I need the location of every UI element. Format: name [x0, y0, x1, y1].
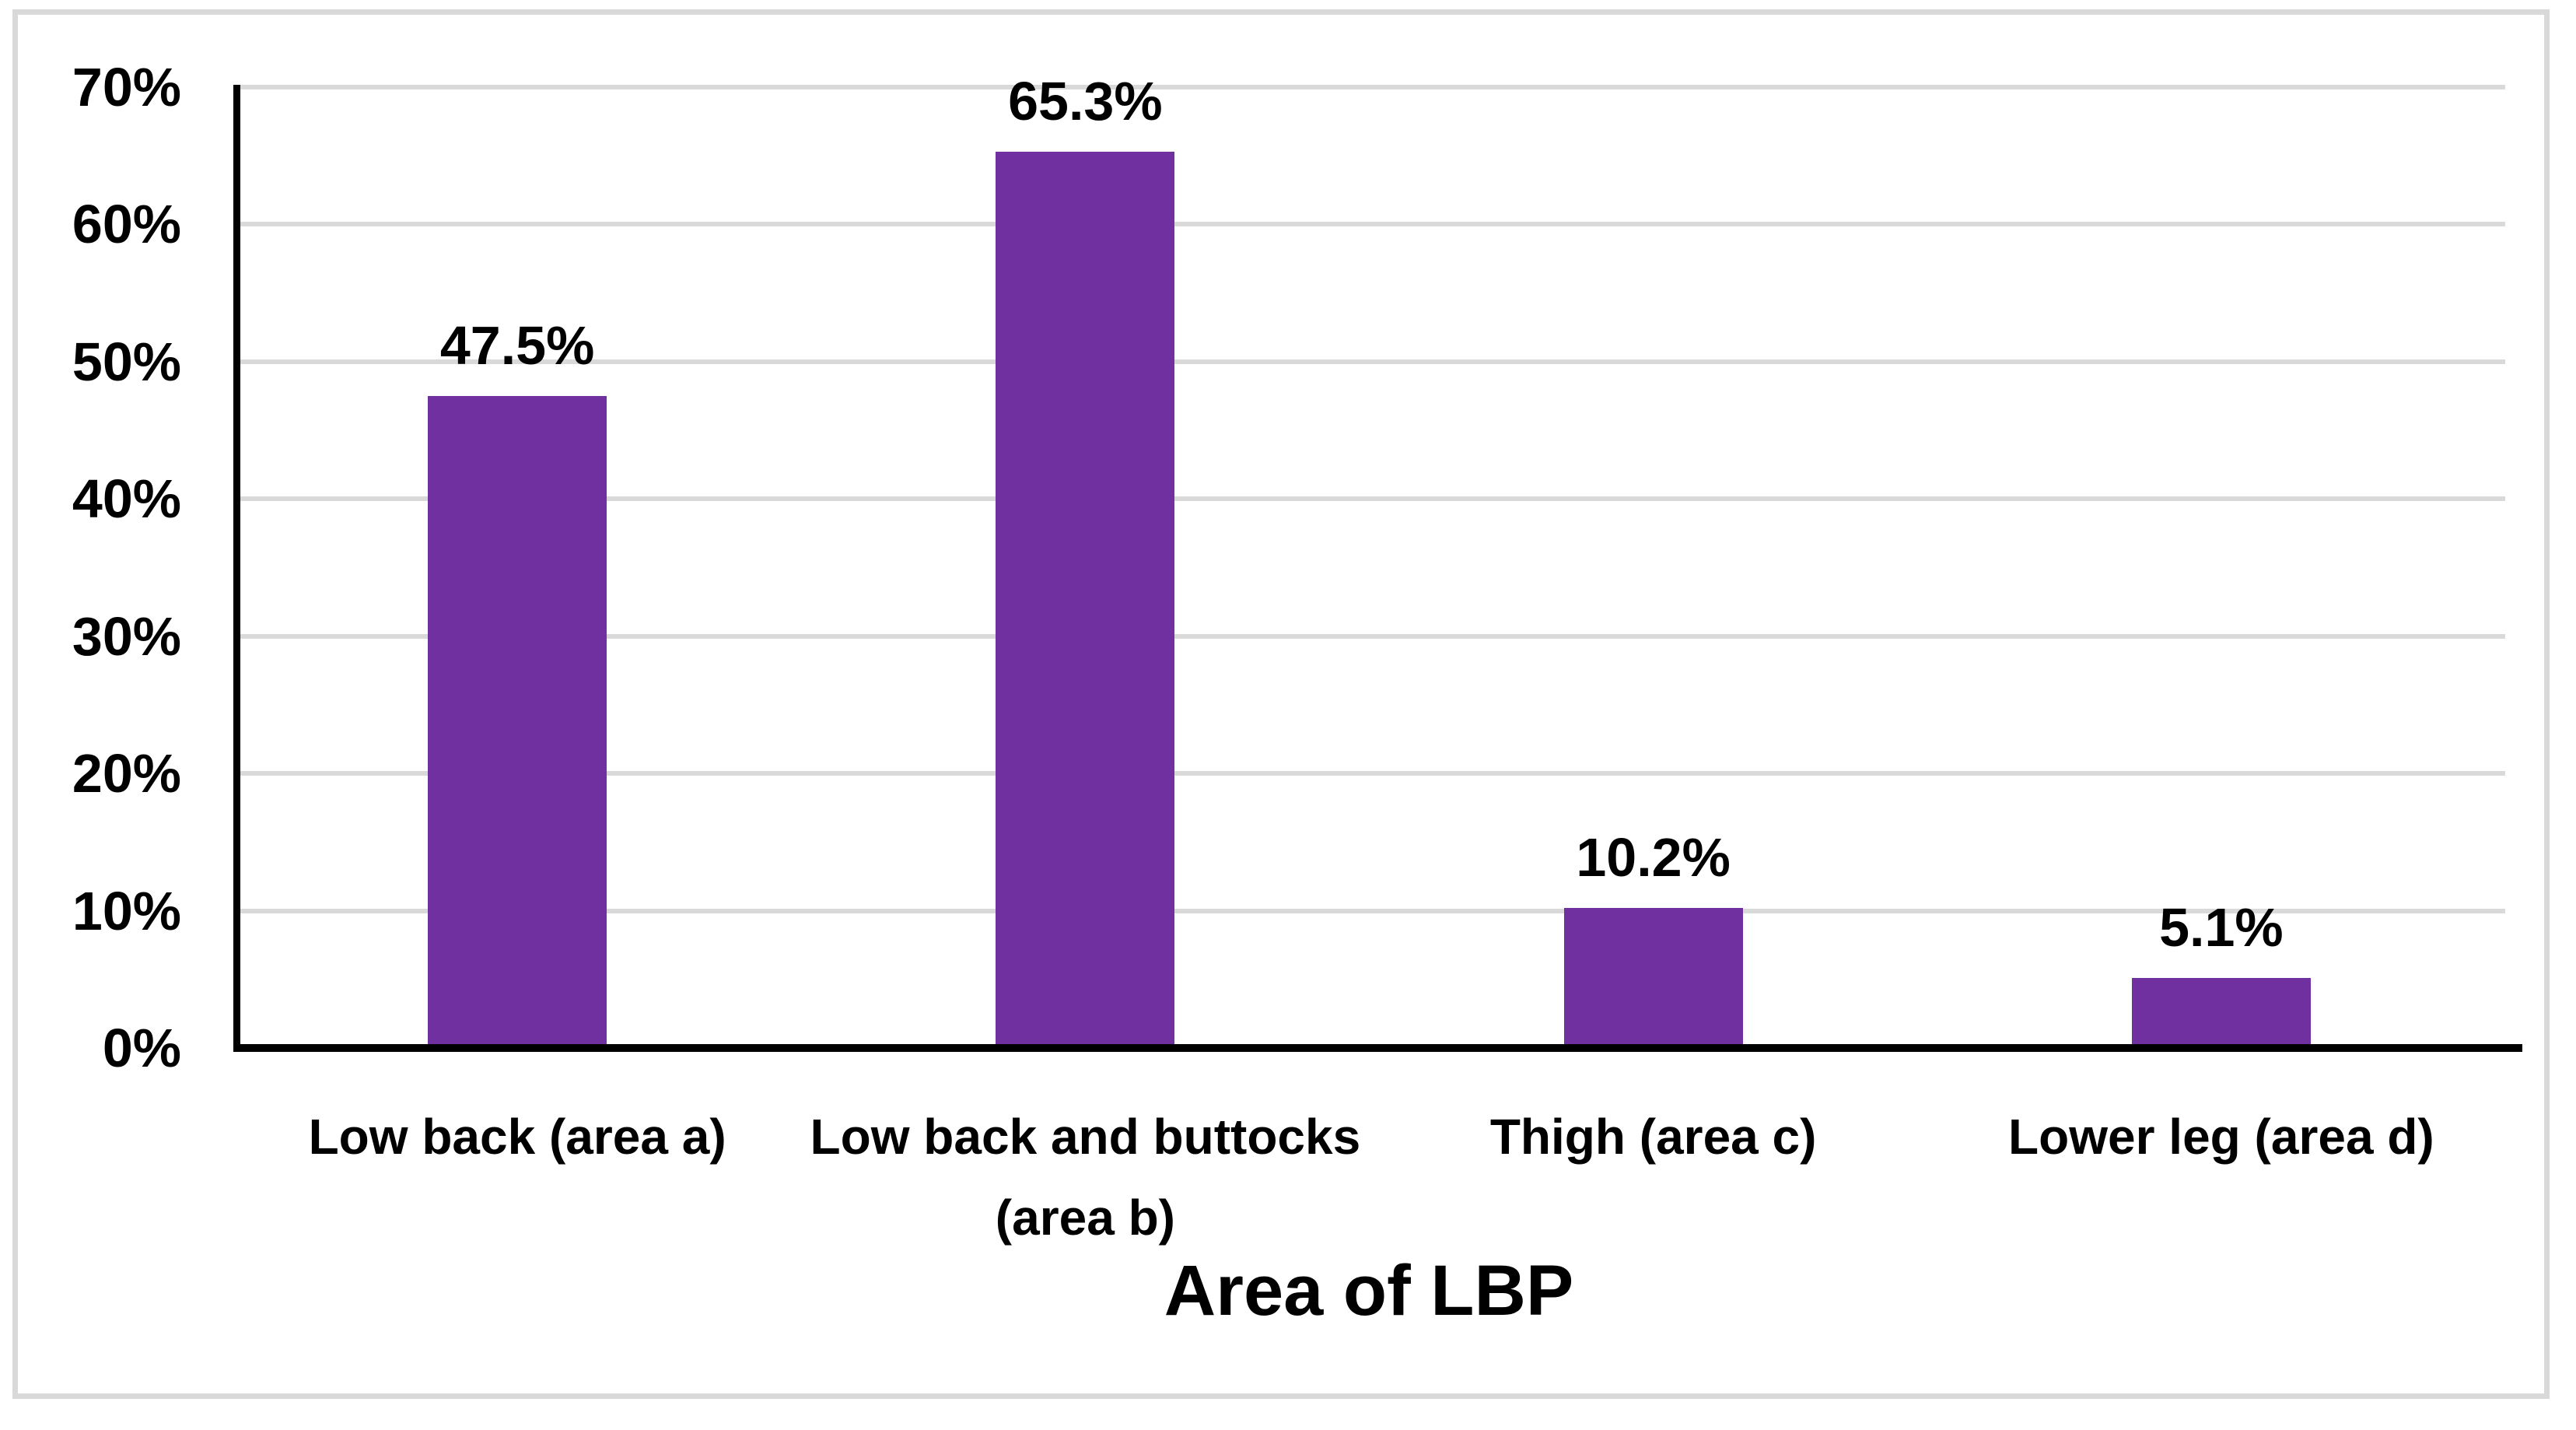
bar-2	[996, 151, 1175, 1048]
gridline-20	[233, 771, 2505, 776]
y-tick-label: 50%	[72, 331, 181, 392]
y-tick-label: 10%	[72, 880, 181, 941]
x-category-label: Low back (area a)	[308, 1109, 726, 1165]
gridline-10	[233, 908, 2505, 913]
plot-area: 47.5% 65.3% 10.2% 5.1%	[233, 71, 2522, 1052]
x-category-label: Lower leg (area d)	[2008, 1109, 2434, 1165]
gridline-40	[233, 496, 2505, 502]
x-axis-title: Area of LBP	[1164, 1251, 1574, 1330]
gridline-60	[233, 222, 2505, 227]
bar-4	[2131, 978, 2311, 1048]
y-axis-line	[233, 85, 240, 1052]
gridline-50	[233, 359, 2505, 364]
y-tick-label: 30%	[72, 605, 181, 667]
bar-value-label: 65.3%	[1008, 70, 1163, 131]
gridline-70	[233, 85, 2505, 89]
bar-value-label: 10.2%	[1576, 827, 1731, 888]
gridline-30	[233, 633, 2505, 639]
y-tick-label: 20%	[72, 743, 181, 804]
x-category-label: Thigh (area c)	[1489, 1109, 1817, 1165]
y-tick-label: 70%	[72, 57, 181, 117]
bar-value-label: 5.1%	[2159, 897, 2284, 959]
bar-1	[428, 395, 607, 1048]
bar-3	[1563, 908, 1743, 1048]
y-tick-label: 60%	[72, 194, 181, 255]
y-tick-label: 0%	[102, 1018, 181, 1078]
x-category-label: Low back and buttocks (area b)	[810, 1109, 1361, 1246]
chart-frame: 47.5% 65.3% 10.2% 5.1% 0% 10% 20% 30% 40% 50% 60%…	[12, 9, 2550, 1399]
bar-value-label: 47.5%	[439, 314, 595, 376]
x-axis-line	[233, 1044, 2522, 1052]
y-tick-label: 40%	[72, 468, 181, 530]
